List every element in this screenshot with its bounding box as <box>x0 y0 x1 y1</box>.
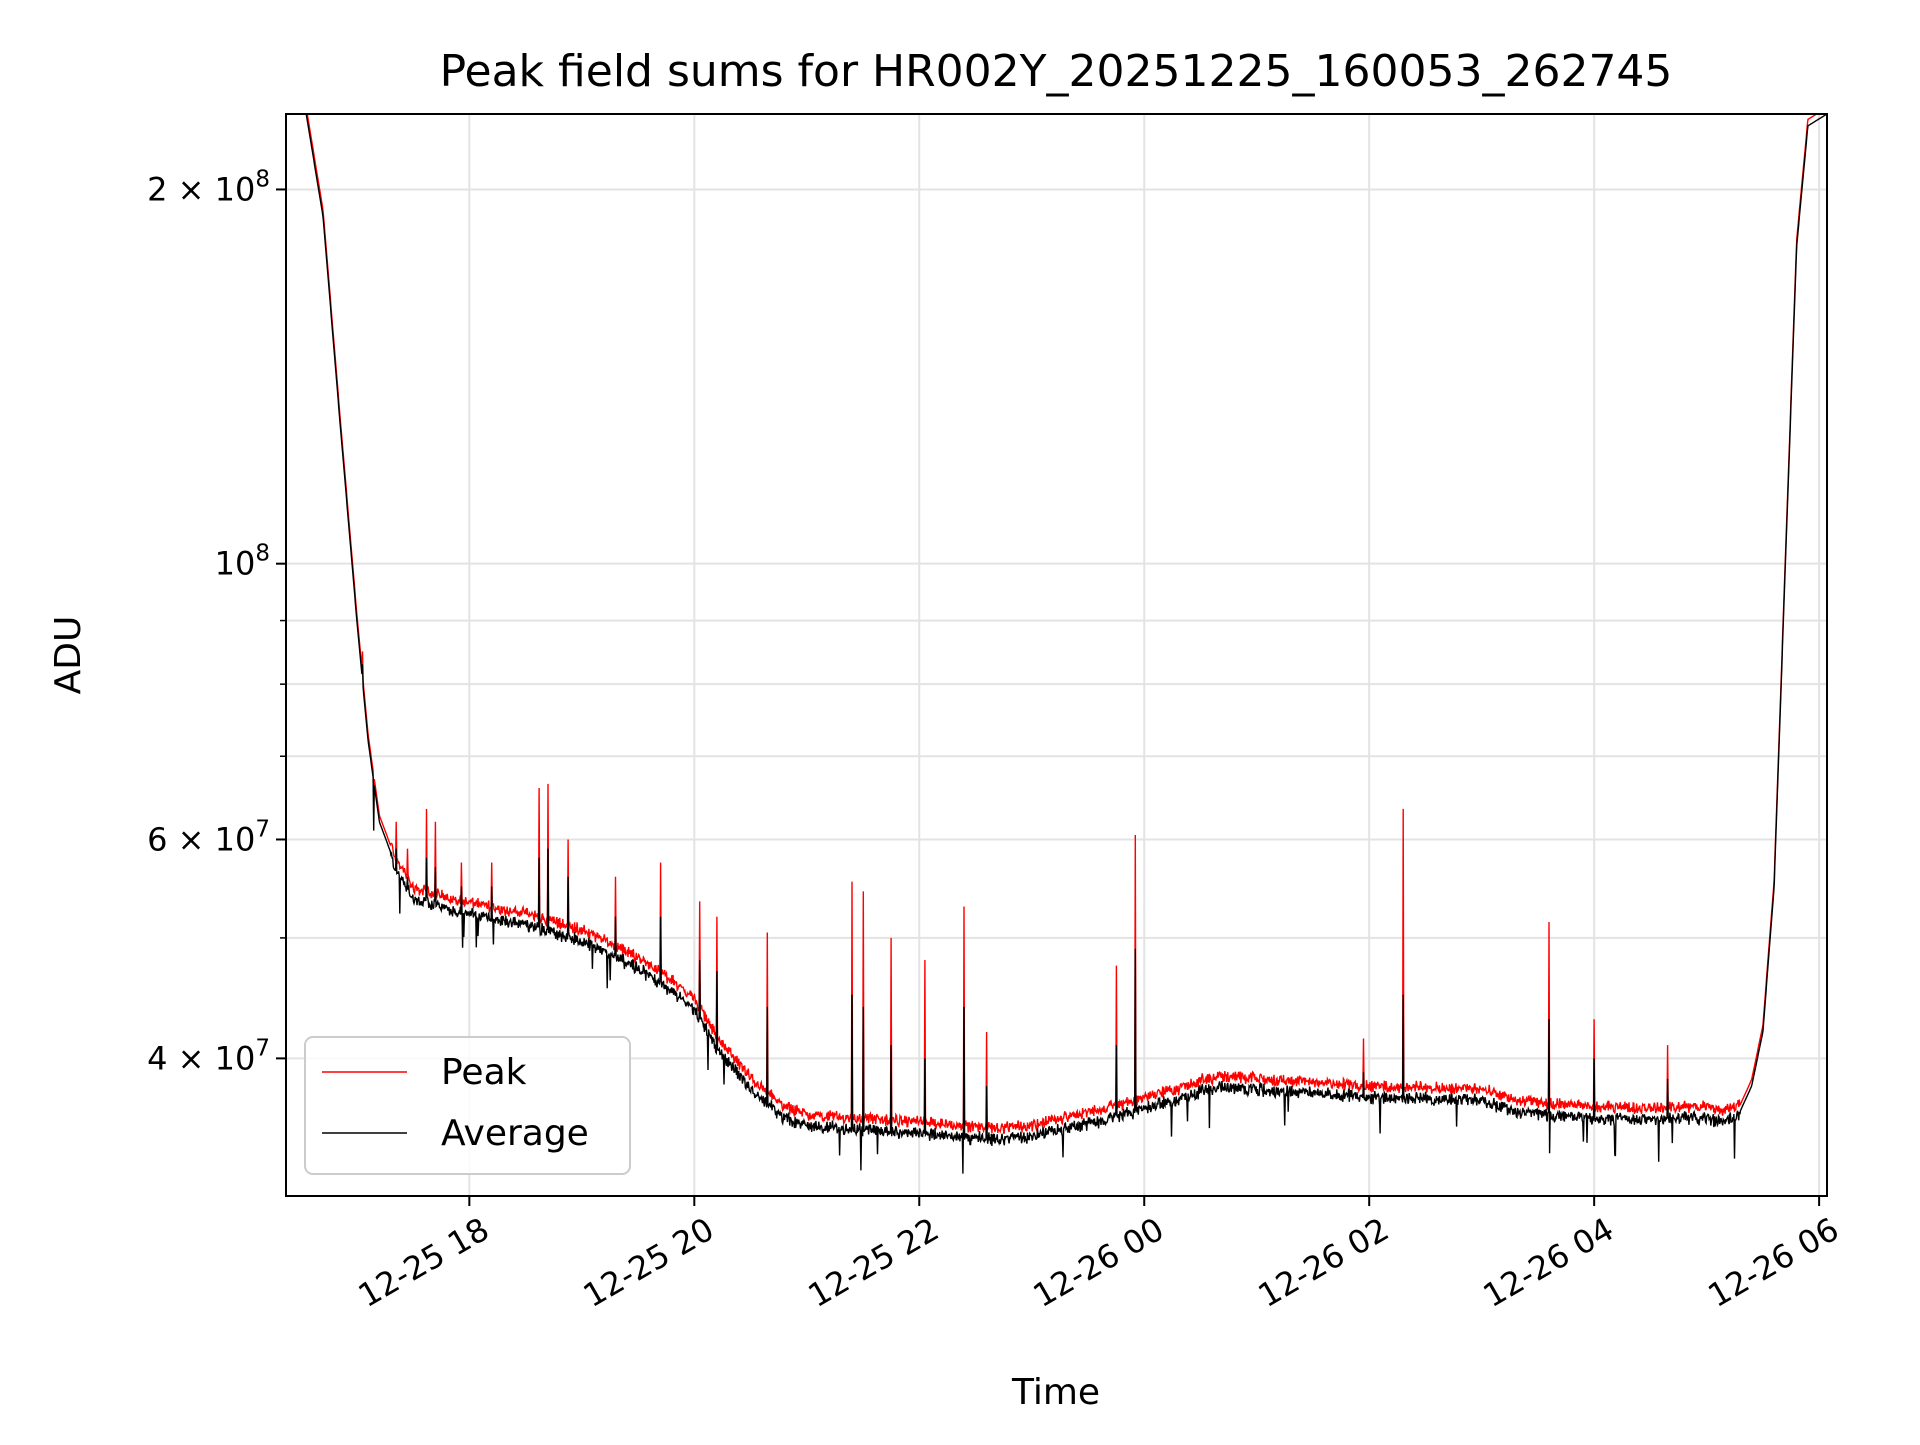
legend-average-label: Average <box>441 1113 589 1154</box>
chart-title: Peak field sums for HR002Y_20251225_1600… <box>440 46 1673 97</box>
plot-lines <box>286 114 1827 1174</box>
y-axis: 4 × 107 6 × 107 108 2 × 108 <box>147 166 286 1077</box>
y-tick-label: 108 <box>215 541 270 583</box>
y-tick-label: 4 × 107 <box>147 1035 270 1077</box>
plot-area-frame <box>285 113 1828 1197</box>
grid <box>286 114 1827 1196</box>
legend-peak-label: Peak <box>441 1052 527 1093</box>
legend: Peak Average <box>304 1036 631 1175</box>
y-tick-label: 6 × 107 <box>147 816 270 858</box>
y-tick-label: 2 × 108 <box>147 166 270 208</box>
x-axis-label: Time <box>1011 1372 1100 1413</box>
series-peak-line <box>286 114 1827 1135</box>
y-axis-label: ADU <box>48 616 89 695</box>
series-average-line <box>286 114 1827 1174</box>
